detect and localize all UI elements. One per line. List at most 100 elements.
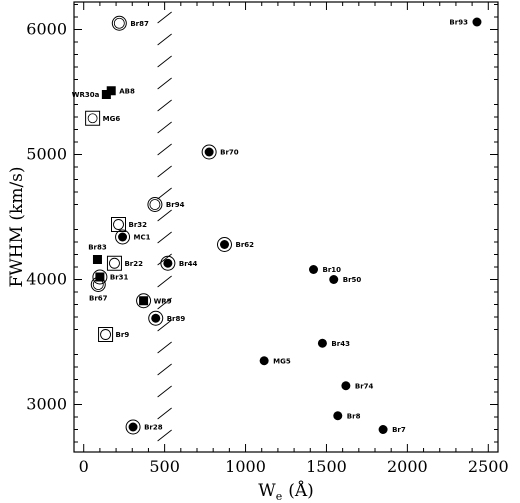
- circle-ring-marker: [217, 237, 233, 252]
- threshold-hatch: [157, 11, 172, 24]
- x-tick-label: 2000: [387, 457, 428, 476]
- open-square-marker: [98, 327, 114, 342]
- data-point: Br28: [125, 419, 163, 435]
- point-label: Br83: [88, 244, 107, 252]
- data-point: WR30a: [72, 90, 111, 99]
- point-label: Br7: [392, 426, 406, 434]
- threshold-hatch: [157, 385, 172, 398]
- x-tick-label: 500: [149, 457, 180, 476]
- filled-square-marker: [101, 90, 111, 99]
- open-square-marker: [85, 110, 101, 126]
- circle-dot-marker: [118, 232, 128, 242]
- open-square-inner-circle: [113, 219, 124, 230]
- x-axis-title-main: W: [258, 481, 276, 501]
- data-point: Br22: [106, 255, 143, 271]
- data-point: Br89: [148, 310, 186, 326]
- x-tick-label: 2500: [468, 457, 509, 476]
- threshold-hatch: [157, 297, 172, 310]
- circle-ring-marker: [148, 310, 164, 326]
- point-label: Br87: [130, 20, 149, 28]
- data-point: Br67: [89, 277, 108, 303]
- filled-circle-marker: [329, 275, 339, 284]
- threshold-hatch: [157, 187, 172, 200]
- filled-square-marker: [92, 255, 102, 264]
- circle-ring-marker: [115, 229, 131, 245]
- y-tick-label: 5000: [26, 145, 67, 164]
- data-point: Br62: [217, 237, 255, 252]
- threshold-hatch: [157, 143, 172, 156]
- data-point: Br9: [98, 327, 130, 342]
- point-label: Br94: [166, 201, 185, 209]
- data-point: Br83: [88, 244, 107, 264]
- threshold-hatch: [157, 121, 172, 134]
- x-tick-label: 1000: [225, 457, 266, 476]
- y-tick-label: 6000: [26, 20, 67, 39]
- data-point: Br32: [111, 217, 148, 232]
- point-label: Br89: [167, 315, 186, 323]
- y-tick-label: 4000: [26, 270, 67, 289]
- open-square-marker: [106, 255, 122, 271]
- data-point: Br50: [329, 275, 361, 284]
- point-label: Br32: [129, 221, 148, 229]
- threshold-hatch: [157, 341, 172, 354]
- x-axis-title: We (Å): [258, 480, 314, 503]
- data-point: Br93: [449, 17, 482, 27]
- threshold-hatch: [157, 363, 172, 376]
- open-square-inner-circle: [100, 329, 112, 340]
- data-point: Br10: [309, 265, 341, 274]
- open-circle-marker: [147, 197, 163, 212]
- filled-circle-marker: [378, 425, 388, 434]
- circle-dot-marker: [128, 422, 138, 432]
- point-label: Br43: [331, 340, 350, 348]
- point-label: Br93: [449, 19, 468, 27]
- open-square-inner-circle: [109, 257, 120, 269]
- threshold-hatch: [157, 319, 172, 332]
- threshold-hatch: [157, 231, 172, 244]
- point-label: WR30a: [72, 91, 100, 99]
- circle-ring-marker: [201, 144, 217, 160]
- point-label: Br8: [347, 412, 361, 420]
- threshold-hatch: [157, 99, 172, 112]
- point-label: Br50: [343, 276, 362, 284]
- circle-dot-marker: [163, 258, 173, 268]
- filled-circle-marker: [341, 381, 351, 391]
- point-label: Br62: [236, 241, 255, 249]
- point-label: MC1: [134, 234, 151, 242]
- point-label: Br67: [89, 295, 108, 303]
- data-point: WR9: [136, 293, 172, 309]
- point-label: Br31: [110, 274, 129, 282]
- threshold-hatch: [157, 165, 172, 178]
- filled-circle-marker: [259, 356, 269, 366]
- x-tick-label: 0: [79, 457, 89, 476]
- x-axis-title-subscript: e: [276, 490, 283, 503]
- filled-circle-marker: [472, 17, 482, 27]
- filled-square-marker: [95, 272, 105, 282]
- data-point: Br94: [147, 197, 185, 212]
- data-point: Br44: [160, 255, 198, 271]
- data-point: MC1: [115, 229, 151, 245]
- filled-circle-marker: [317, 338, 327, 348]
- circle-ring-marker: [125, 419, 141, 435]
- threshold-hatch: [157, 77, 172, 90]
- y-tick-label: 3000: [26, 395, 67, 414]
- threshold-hatch: [157, 209, 172, 222]
- data-point: Br74: [341, 381, 374, 391]
- threshold-hatch: [157, 55, 172, 68]
- circle-ring-marker: [160, 255, 176, 271]
- filled-circle-marker: [333, 411, 343, 421]
- filled-circle-marker: [309, 265, 319, 274]
- data-point: Br7: [378, 425, 406, 434]
- point-label: Br9: [116, 331, 130, 339]
- circle-dot-marker: [151, 313, 161, 323]
- threshold-hatch: [157, 253, 172, 266]
- open-circle-inner: [92, 279, 104, 290]
- point-label: AB8: [119, 87, 135, 95]
- circle-ring-marker: [92, 269, 108, 285]
- threshold-hatch: [157, 275, 172, 288]
- point-label: Br22: [124, 260, 143, 268]
- open-circle-marker: [111, 15, 127, 31]
- point-label: Br44: [179, 260, 198, 268]
- circle-dot-marker: [220, 240, 230, 249]
- threshold-hatch: [157, 407, 172, 420]
